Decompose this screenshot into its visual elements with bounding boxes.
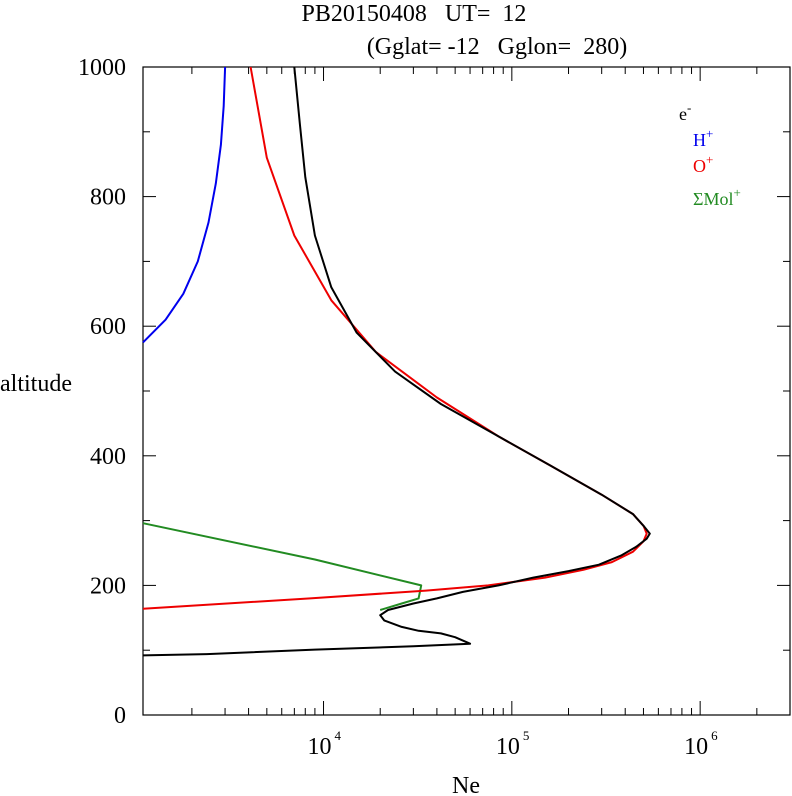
legend-entry: O+: [693, 152, 713, 176]
y-tick-label: 800: [90, 185, 126, 211]
series-line-mol-plus: [142, 522, 423, 611]
legend-entry: e-: [679, 100, 691, 124]
x-tick-exponent: 4: [335, 728, 342, 743]
series-layer: [142, 66, 651, 657]
chart-title-line2: (Gglat= -12 Gglon= 280): [367, 34, 627, 60]
legend-entry: H+: [693, 126, 713, 150]
legend: e-H+O+ ΣMol+: [679, 100, 741, 209]
y-tick-label: 0: [114, 703, 126, 729]
x-tick-label: 10: [496, 734, 520, 760]
y-axis-ticks: 0 200 400 600 800 1000: [78, 55, 790, 729]
chart-title-line1: PB20150408 UT= 12: [302, 1, 527, 27]
x-tick-exponent: 6: [711, 728, 718, 743]
x-tick-label: 10: [308, 734, 332, 760]
x-axis-ticks: 10 4 10 5 10 6: [191, 67, 791, 760]
x-axis-label: Ne: [452, 773, 480, 796]
y-tick-label: 600: [90, 314, 126, 340]
series-line-electron: [142, 66, 651, 657]
x-tick-exponent: 5: [523, 728, 530, 743]
x-tick-label: 10: [684, 734, 708, 760]
series-line-o-plus: [142, 66, 648, 610]
legend-entry: ΣMol+: [693, 185, 741, 209]
y-tick-label: 1000: [78, 55, 126, 81]
y-axis-label: altitude: [0, 371, 72, 397]
y-tick-label: 200: [90, 573, 126, 599]
series-line-h-plus: [142, 66, 227, 344]
y-tick-label: 400: [90, 444, 126, 470]
